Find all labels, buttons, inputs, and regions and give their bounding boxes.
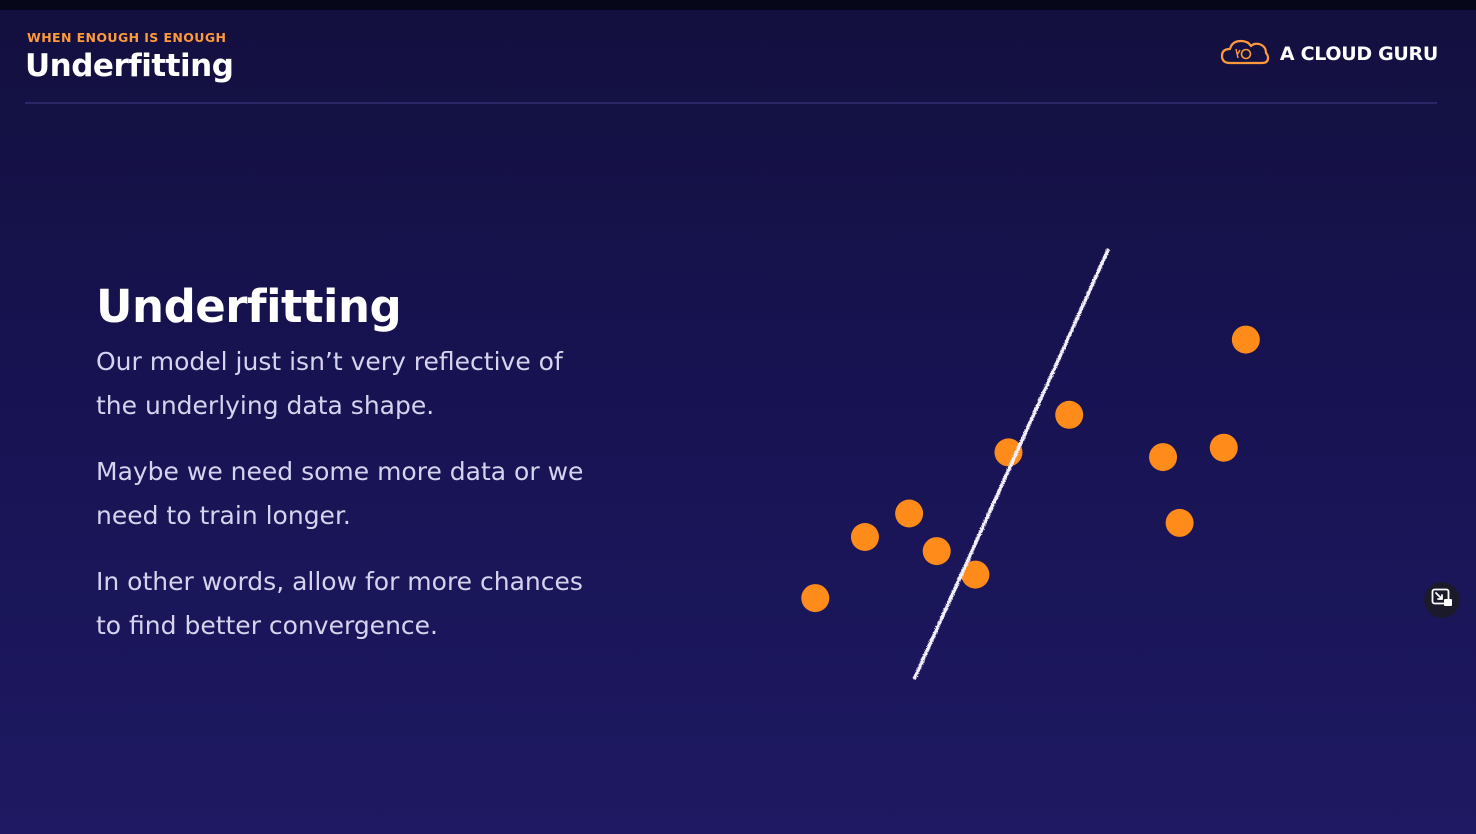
content-title: Underfitting <box>96 280 402 333</box>
data-point-10 <box>1209 433 1238 462</box>
section-eyebrow: WHEN ENOUGH IS ENOUGH <box>27 30 227 45</box>
paragraph-1: Our model just isn’t very reflective of … <box>96 347 563 420</box>
data-point-4 <box>922 537 951 566</box>
cloud-logo-icon <box>1220 36 1270 72</box>
data-point-8 <box>1149 443 1178 472</box>
data-point-2 <box>850 523 879 551</box>
data-point-9 <box>1165 508 1194 537</box>
paragraph-2: Maybe we need some more data or we need … <box>96 457 584 530</box>
data-point-1 <box>801 584 830 613</box>
data-point-6 <box>994 438 1023 467</box>
brand: A CLOUD GURU <box>1220 36 1438 72</box>
paragraph-3: In other words, allow for more chances t… <box>96 567 583 640</box>
data-point-7 <box>1055 400 1084 429</box>
header-title: Underfitting <box>25 48 234 84</box>
picture-in-picture-button[interactable] <box>1424 582 1460 618</box>
picture-in-picture-icon <box>1431 588 1453 612</box>
brand-name: A CLOUD GURU <box>1279 43 1438 65</box>
data-point-5 <box>961 560 990 589</box>
data-point-11 <box>1231 325 1260 354</box>
header-divider <box>25 102 1437 104</box>
fit-line <box>912 248 1110 680</box>
slide: WHEN ENOUGH IS ENOUGH Underfitting A CLO… <box>0 10 1476 834</box>
data-point-3 <box>895 499 924 528</box>
window-top-bar <box>0 0 1476 10</box>
scatter-chart <box>718 206 1292 680</box>
